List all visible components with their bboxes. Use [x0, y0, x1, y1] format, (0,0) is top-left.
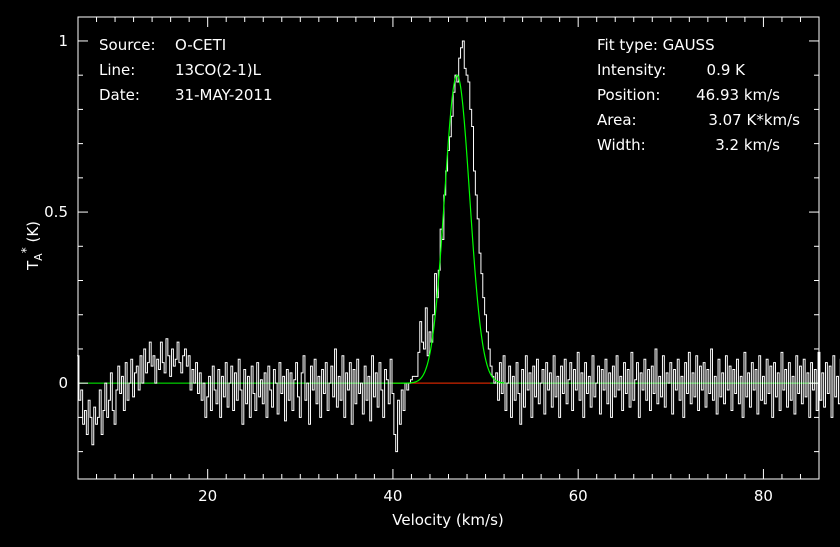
- intensity-value: 0.9 K: [707, 61, 747, 79]
- width-value: 3.2 km/s: [715, 136, 780, 154]
- plot-area: [77, 40, 840, 453]
- x-tick-label: 60: [569, 487, 588, 505]
- fit-info: Fit type: GAUSS Intensity: 0.9 K Positio…: [597, 36, 800, 154]
- intensity-label: Intensity:: [597, 61, 666, 79]
- area-value: 3.07 K*km/s: [708, 111, 800, 129]
- x-tick-label: 20: [198, 487, 217, 505]
- position-label: Position:: [597, 86, 660, 104]
- y-axis-label: TA* (K): [19, 221, 45, 271]
- x-axis: 20 40 60 80: [77, 17, 820, 505]
- position-value: 46.93 km/s: [696, 86, 780, 104]
- y-axis: 00.51: [44, 32, 819, 453]
- x-axis-label: Velocity (km/s): [392, 511, 503, 529]
- area-label: Area:: [597, 111, 637, 129]
- y-tick-label: 0: [58, 374, 68, 392]
- date-value: 31-MAY-2011: [175, 86, 273, 104]
- source-label: Source:: [99, 36, 156, 54]
- source-info: Source: O-CETI Line: 13CO(2-1)L Date: 31…: [99, 36, 273, 104]
- width-label: Width:: [597, 136, 646, 154]
- date-label: Date:: [99, 86, 140, 104]
- gaussian-fit-curve: [392, 74, 505, 384]
- x-tick-label: 40: [383, 487, 402, 505]
- y-tick-label: 1: [58, 32, 68, 50]
- y-tick-label: 0.5: [44, 203, 68, 221]
- fit-type: Fit type: GAUSS: [597, 36, 715, 54]
- spectrum-series: [77, 40, 840, 453]
- x-tick-label: 80: [754, 487, 773, 505]
- line-value: 13CO(2-1)L: [175, 61, 262, 79]
- line-label: Line:: [99, 61, 135, 79]
- source-value: O-CETI: [175, 36, 226, 54]
